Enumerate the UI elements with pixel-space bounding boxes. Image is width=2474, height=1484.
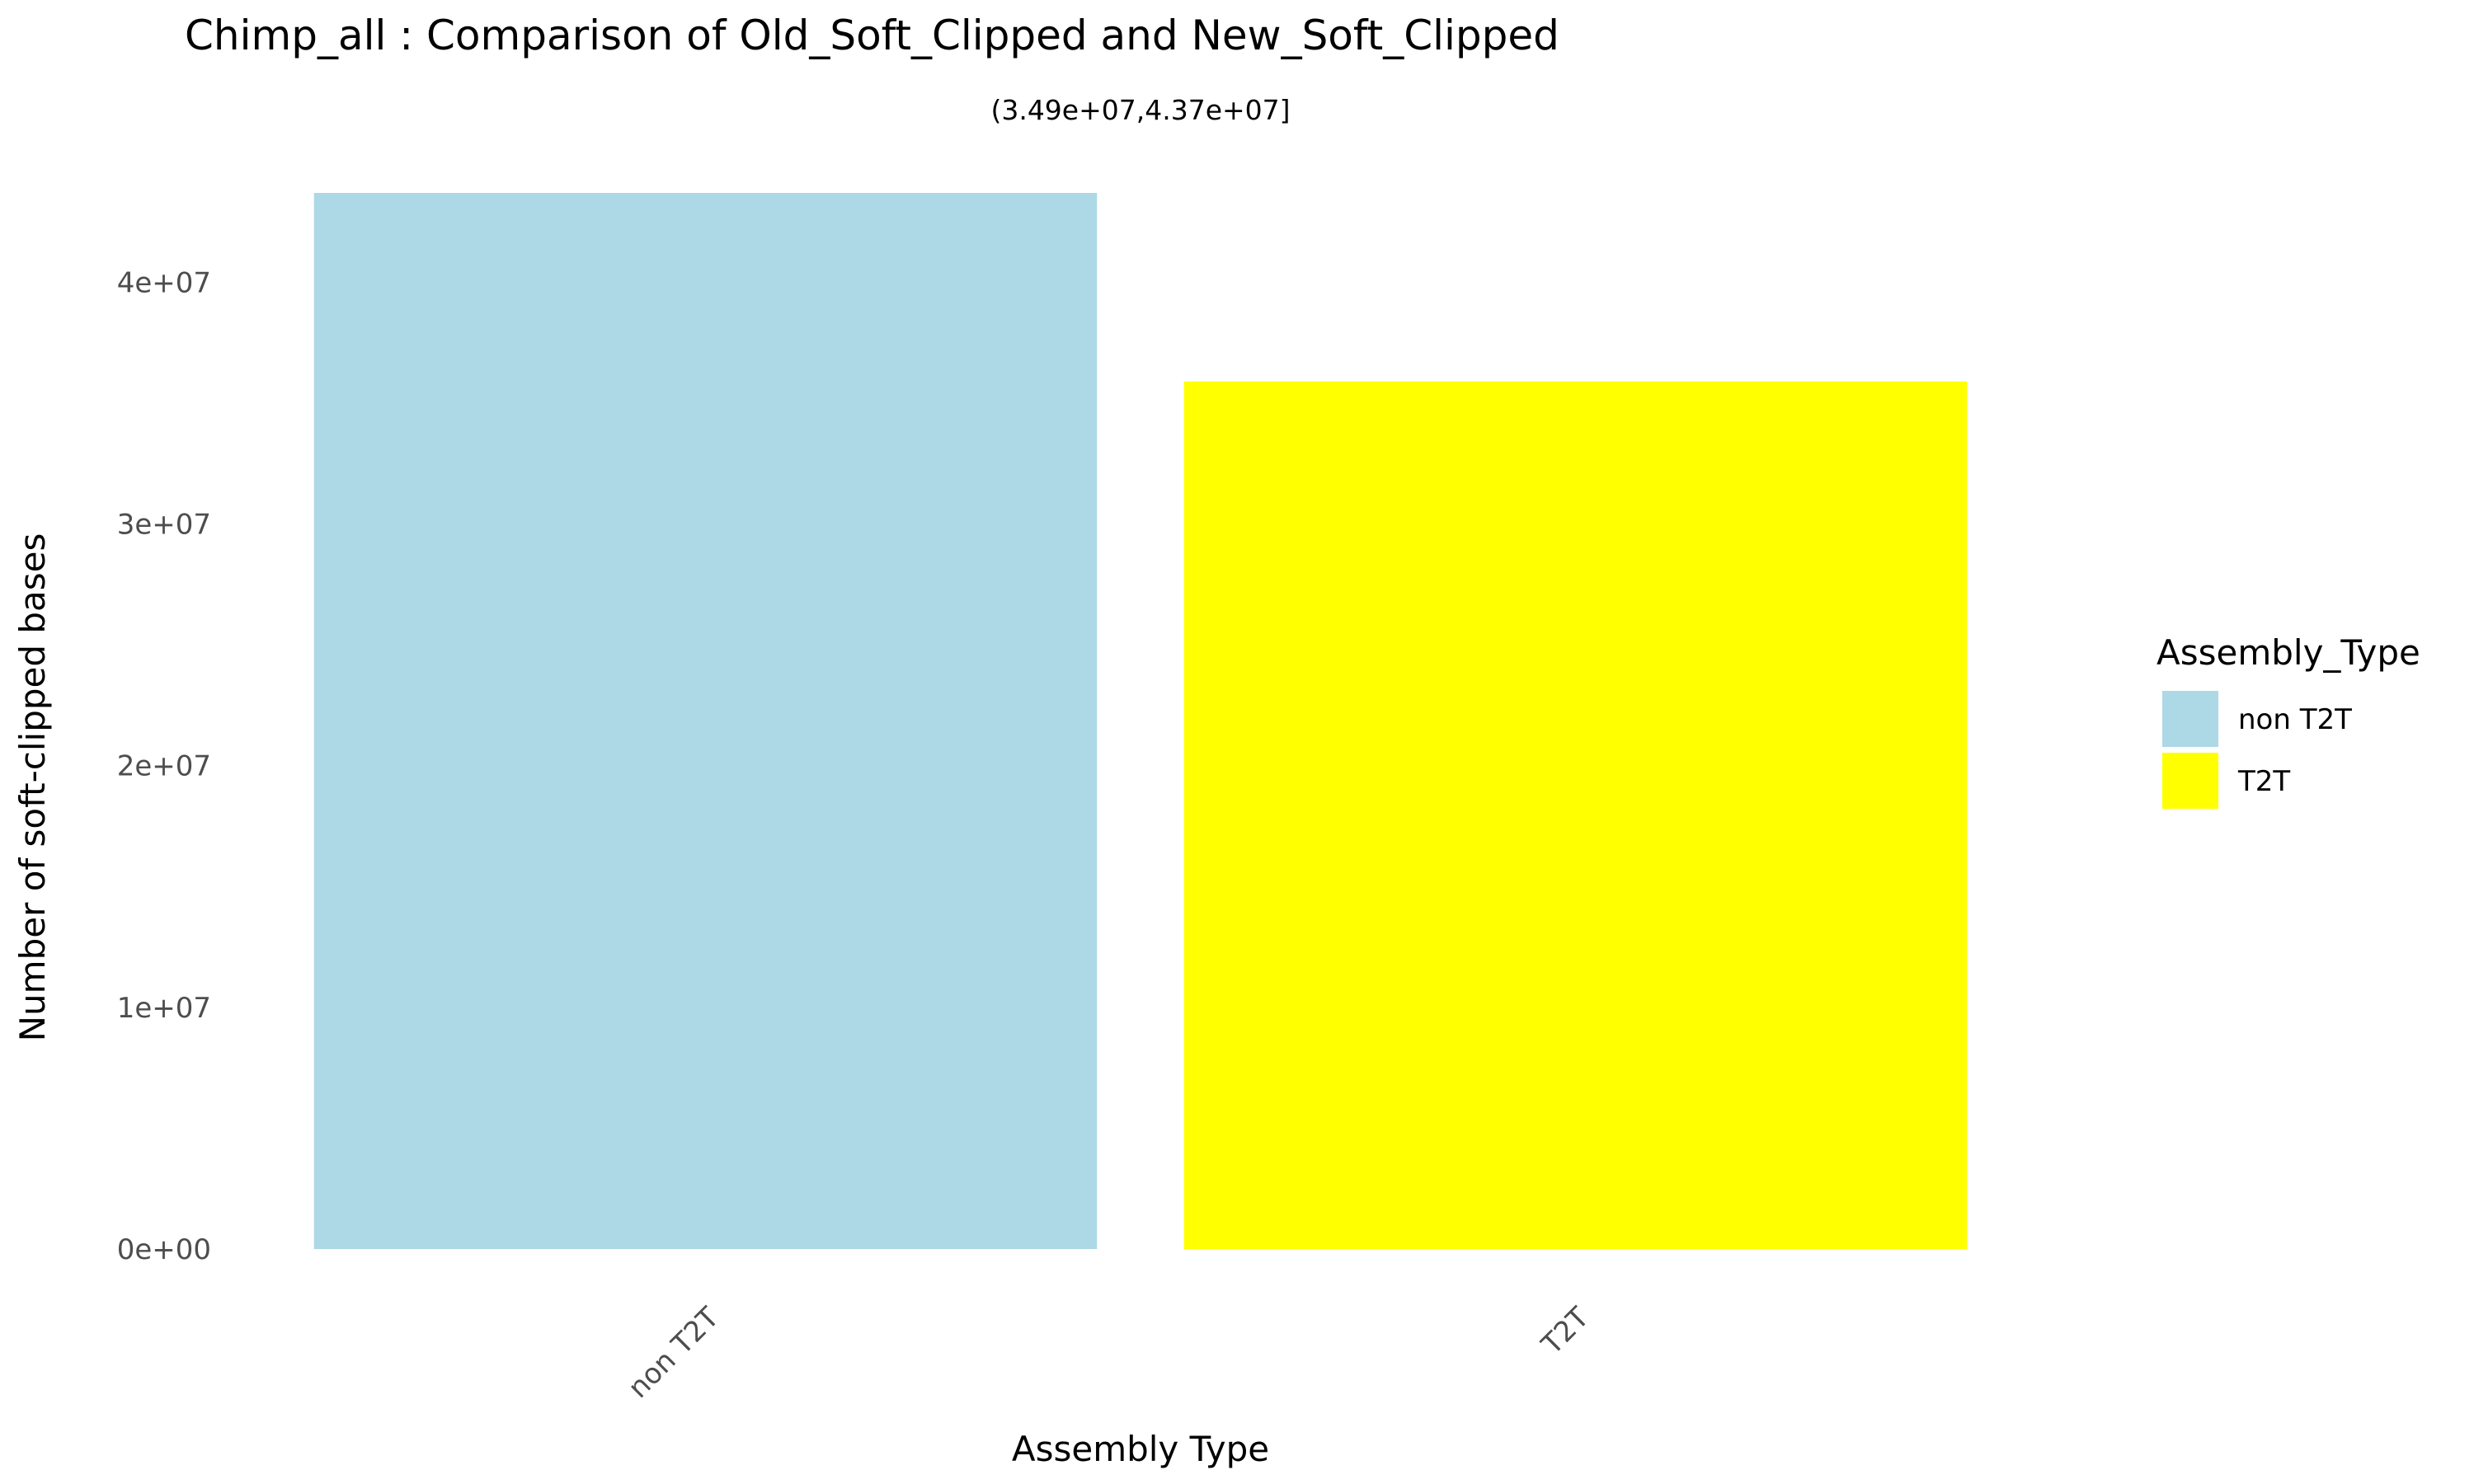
chart-title: Chimp_all : Comparison of Old_Soft_Clipp… <box>185 12 1559 59</box>
legend-title: Assembly_Type <box>2157 632 2420 673</box>
bars-group <box>313 193 1968 1250</box>
legend-swatch <box>2162 691 2218 747</box>
y-tick-labels: 0e+00 1e+07 2e+07 3e+07 4e+07 <box>117 266 211 1266</box>
y-tick-label: 0e+00 <box>117 1233 211 1266</box>
legend-label: non T2T <box>2238 703 2352 736</box>
chart-subtitle: (3.49e+07,4.37e+07] <box>990 94 1290 126</box>
bar-non-t2t <box>313 193 1098 1249</box>
y-tick-label: 1e+07 <box>117 992 211 1025</box>
bar-t2t <box>1183 381 1968 1250</box>
legend-entries: non T2T T2T <box>2162 691 2352 809</box>
legend-swatch <box>2162 753 2218 809</box>
legend: Assembly_Type non T2T T2T <box>2157 632 2420 809</box>
y-axis-title: Number of soft-clipped bases <box>12 533 53 1042</box>
x-axis-title: Assembly Type <box>1012 1429 1269 1469</box>
y-tick-label: 4e+07 <box>117 266 211 299</box>
legend-label: T2T <box>2237 765 2290 798</box>
y-tick-label: 2e+07 <box>117 750 211 783</box>
y-tick-label: 3e+07 <box>117 509 211 542</box>
